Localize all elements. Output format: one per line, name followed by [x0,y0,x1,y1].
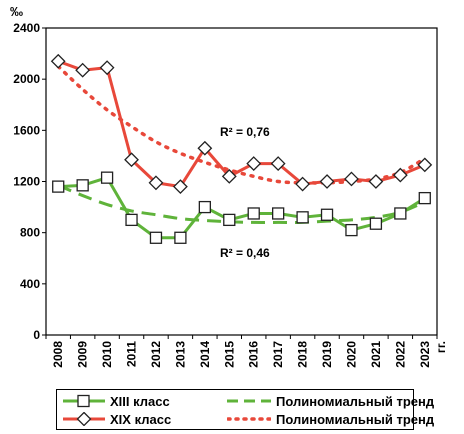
data-point-xix [319,174,335,189]
r2-annotation-xiii: R² = 0,46 [220,246,270,260]
data-point-xiii [125,213,138,227]
data-point-xix [75,62,91,78]
data-point-xix [392,167,408,183]
data-point-xix [368,174,384,189]
legend-swatch-xix [63,412,105,426]
x-tick-label: 2016 [247,341,261,368]
x-tick-label: 2010 [100,341,114,368]
data-point-xix [270,156,286,172]
series-line-xix [57,59,426,189]
axes: 0 400 800 1200 1600 2000 2400 2008 2009 2010 2011 2… [13,21,448,368]
x-tick-label: 2019 [320,341,334,368]
data-point-xix [295,176,311,192]
data-point-xiii [418,191,431,205]
x-tick-label: 2018 [296,341,310,368]
y-tick-label: 2000 [13,72,40,86]
legend-swatch-trend-xix [227,417,271,421]
data-point-xiii [247,207,260,220]
x-tick-label: 2012 [149,341,163,368]
data-point-xiii [174,231,187,244]
legend-item-xix: XIX класс [63,410,171,428]
y-tick-label: 1600 [13,123,40,137]
chart-legend: XIII класс XIX класс Полиномиальный трен… [56,389,434,430]
x-tick-label: 2011 [125,341,139,367]
data-point-xiii [272,207,285,220]
data-point-xiii [369,217,383,230]
x-tick-label: 2013 [173,341,187,368]
data-point-xix [197,140,213,156]
y-tick-label: 1200 [13,175,40,189]
data-point-xix [344,171,359,187]
data-point-xiii [52,180,65,193]
data-point-xiii [394,207,407,220]
data-point-xix [124,152,139,168]
data-point-xix [99,60,115,76]
y-tick-label: 0 [33,328,40,342]
data-point-xix [246,156,262,172]
legend-item-trend-xix: Полиномиальный тренд [227,410,434,428]
x-axis-suffix: гг. [434,341,448,353]
y-tick-label: 800 [20,226,40,240]
data-point-xiii [296,211,309,224]
data-point-xiii [223,213,236,227]
legend-item-trend-xiii: Полиномиальный тренд [227,392,434,410]
x-tick-label: 2009 [76,341,90,368]
data-series [50,53,433,244]
data-point-xiii [76,179,89,192]
data-point-xix [148,175,164,191]
x-tick-label: 2021 [369,341,383,368]
legend-item-xiii: XIII класс [63,392,170,410]
data-point-xiii [345,223,358,237]
data-point-xix [221,168,237,184]
data-point-xiii [198,200,211,214]
x-tick-label: 2022 [393,341,407,368]
line-chart: ‰ 0 400 800 1200 1600 2000 2400 2008 2009 2010 201… [10,4,448,368]
trend-line-xiii [57,183,426,225]
y-unit-label: ‰ [10,4,23,19]
legend-label-xix: XIX класс [110,411,172,427]
legend-label-xiii: XIII класс [110,393,170,409]
legend-swatch-trend-xiii [227,399,271,403]
data-point-xiii [100,171,114,184]
x-tick-label: 2023 [418,341,432,368]
x-tick-label: 2014 [198,341,212,368]
data-point-xix [172,179,188,195]
data-point-xiii [320,208,334,221]
x-tick-label: 2008 [51,341,65,368]
x-tick-label: 2020 [344,341,358,368]
legend-label-trend-xix: Полиномиальный тренд [276,411,435,427]
series-line-xiii [58,176,426,240]
r2-annotation-xix: R² = 0,76 [220,125,270,139]
legend-swatch-xiii [63,394,105,408]
data-point-xix [50,53,66,69]
legend-label-trend-xiii: Полиномиальный тренд [276,393,435,409]
data-point-xix [417,157,433,173]
x-tick-label: 2015 [222,341,236,368]
y-tick-label: 2400 [13,21,40,35]
x-tick-label: 2017 [271,341,285,368]
y-tick-label: 400 [20,277,40,291]
data-point-xiii [149,231,163,244]
